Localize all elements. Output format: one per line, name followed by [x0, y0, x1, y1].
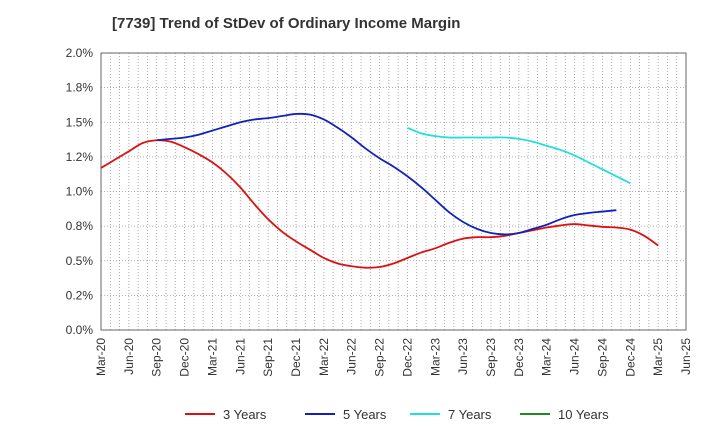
series-line-5-years: [156, 112, 617, 236]
y-tick-label: 1.0%: [66, 185, 94, 199]
y-tick-label: 1.8%: [66, 81, 94, 95]
x-tick-label: Sep-23: [484, 338, 498, 377]
y-tick-label: 2.0%: [66, 46, 94, 60]
legend-label: 10 Years: [558, 407, 609, 422]
x-tick-label: Jun-25: [679, 338, 693, 375]
x-tick-label: Jun-24: [568, 338, 582, 375]
y-tick-label: 1.2%: [66, 150, 94, 164]
legend-label: 3 Years: [223, 407, 267, 422]
chart-title: [7739] Trend of StDev of Ordinary Income…: [112, 15, 460, 32]
legend-label: 5 Years: [343, 407, 387, 422]
x-tick-label: Sep-20: [150, 338, 164, 377]
x-tick-label: Mar-22: [317, 338, 331, 376]
series-line-3-years: [100, 139, 659, 269]
x-tick-label: Dec-23: [512, 338, 526, 377]
legend: 3 Years 5 Years 7 Years 10 Years: [185, 407, 609, 422]
plot-area: 0.0% 0.2% 0.5% 0.8% 1.0% 1.2% 1.5% 1.8% 2.0% Mar-…: [66, 46, 693, 377]
plot-background: [101, 53, 686, 330]
x-tick-label: Dec-24: [623, 338, 637, 377]
y-tick-label: 0.2%: [66, 288, 94, 302]
x-tick-label: Mar-20: [94, 338, 108, 376]
y-tick-label: 0.5%: [66, 254, 94, 268]
x-tick-label: Dec-22: [400, 338, 414, 377]
legend-label: 7 Years: [448, 407, 492, 422]
x-tick-label: Jun-20: [122, 338, 136, 375]
y-tick-label: 0.0%: [66, 323, 94, 337]
series-line-7-years: [407, 126, 631, 184]
x-tick-label: Mar-23: [428, 338, 442, 376]
plot-frame: [100, 52, 687, 331]
x-tick-label: Sep-24: [595, 338, 609, 377]
x-tick-label: Mar-25: [651, 338, 665, 376]
x-tick-label: Sep-21: [261, 338, 275, 377]
x-tick-label: Sep-22: [373, 338, 387, 377]
x-tick-label: Jun-22: [345, 338, 359, 375]
x-tick-label: Dec-21: [289, 338, 303, 377]
x-tick-label: Jun-21: [233, 338, 247, 375]
x-tick-label: Dec-20: [178, 338, 192, 377]
x-tick-label: Jun-23: [456, 338, 470, 375]
x-tick-label: Mar-24: [540, 338, 554, 376]
y-tick-label: 0.8%: [66, 219, 94, 233]
y-tick-label: 1.5%: [66, 115, 94, 129]
x-tick-label: Mar-21: [205, 338, 219, 376]
